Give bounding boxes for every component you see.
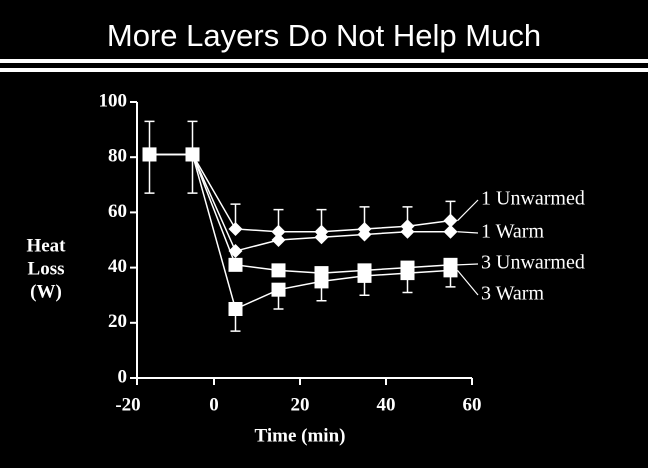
- x-tick-label: 40: [377, 394, 396, 415]
- marker: [443, 213, 458, 228]
- legend-connector: [457, 263, 479, 266]
- marker: [357, 227, 372, 242]
- marker: [228, 221, 243, 236]
- x-tick-label: 0: [209, 394, 219, 415]
- legend-label: 1 Warm: [481, 221, 544, 243]
- marker: [271, 233, 286, 247]
- marker: [400, 224, 415, 239]
- marker: [142, 147, 157, 162]
- marker: [271, 263, 286, 278]
- marker: [443, 224, 458, 239]
- chart-title: More Layers Do Not Help Much: [107, 18, 541, 53]
- marker: [228, 244, 243, 259]
- y-tick-label: 100: [99, 90, 128, 111]
- y-tick-label: 40: [108, 256, 127, 277]
- y-tick-label: 80: [108, 146, 127, 167]
- marker: [228, 302, 243, 316]
- marker: [228, 257, 243, 272]
- marker: [400, 266, 415, 281]
- x-tick-label: 60: [463, 394, 482, 415]
- x-tick-label: 20: [291, 394, 310, 415]
- series-line: [149, 153, 451, 274]
- x-tick-label: -20: [115, 394, 140, 415]
- title-rule: [0, 59, 648, 63]
- series-line: [149, 153, 451, 233]
- marker: [271, 282, 286, 297]
- marker: [314, 274, 329, 289]
- marker: [443, 263, 458, 278]
- legend-connector: [457, 231, 479, 234]
- y-tick-label: 20: [108, 311, 127, 332]
- marker: [314, 230, 329, 245]
- y-axis-label: (W): [30, 281, 62, 302]
- legend-connector: [457, 199, 479, 222]
- legend-label: 1 Unwarmed: [481, 188, 585, 210]
- x-axis-label: Time (min): [255, 425, 346, 446]
- legend-label: 3 Unwarmed: [481, 252, 585, 274]
- y-axis-label: Heat: [26, 235, 66, 256]
- marker: [271, 224, 286, 239]
- title-rule: [0, 68, 648, 72]
- y-tick-label: 0: [118, 366, 128, 387]
- y-axis-label: Loss: [28, 258, 65, 279]
- y-tick-label: 60: [108, 201, 127, 222]
- marker: [357, 268, 372, 283]
- series-line: [149, 153, 451, 311]
- legend-connector: [457, 269, 479, 296]
- legend-label: 3 Warm: [481, 283, 544, 305]
- marker: [185, 147, 200, 162]
- series-line: [149, 153, 451, 252]
